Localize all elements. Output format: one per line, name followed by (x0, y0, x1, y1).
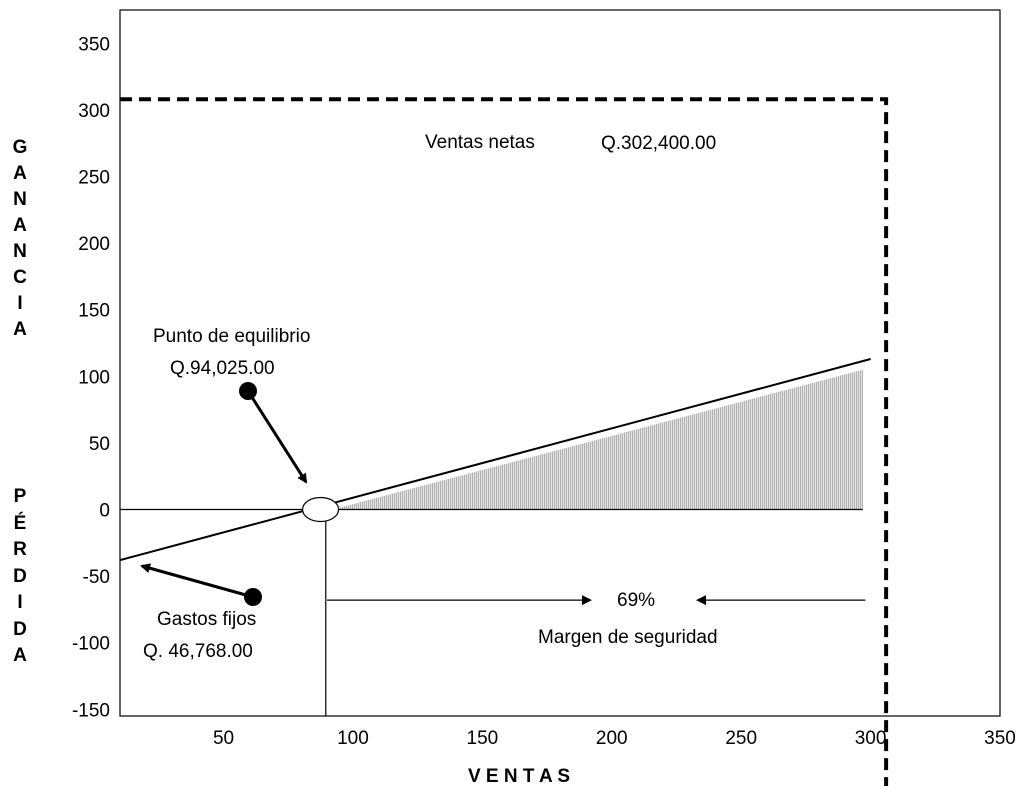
punto-equilibrio-label: Punto de equilibrio (153, 326, 310, 347)
y-tick-label: -100 (72, 634, 110, 655)
x-tick-label: 100 (337, 728, 369, 749)
punto-equilibrio-value: Q.94,025.00 (170, 358, 275, 379)
break-even-marker (301, 496, 340, 523)
x-tick-label: 350 (984, 728, 1016, 749)
y-label-letter: A (13, 215, 27, 236)
x-tick-label: 300 (855, 728, 887, 749)
chart-lines (119, 97, 889, 786)
y-label-letter: A (13, 319, 27, 340)
y-label-letter: A (13, 645, 27, 666)
margen-percent: 69% (617, 590, 655, 611)
y-tick-label: -150 (72, 700, 110, 721)
axis-ticks: 350 300 250 200 150 100 50 0 -50 -100 -150 50 100 150… (72, 34, 1016, 749)
ventas-netas-value: Q.302,400.00 (601, 133, 716, 154)
profit-line (119, 358, 871, 562)
y-label-letter: G (12, 137, 28, 158)
net-sales-dashed-line (120, 97, 889, 786)
x-tick-label: 50 (213, 728, 234, 749)
margen-label: Margen de seguridad (538, 627, 718, 648)
punto-callout-arrow (246, 390, 308, 484)
gastos-fijos-value: Q. 46,768.00 (143, 641, 253, 662)
y-tick-label: 50 (89, 434, 110, 455)
y-label-letter: É (13, 512, 27, 534)
safety-margin-shading (333, 369, 863, 510)
plot-frame (119, 9, 1001, 717)
y-tick-label: 350 (78, 34, 110, 55)
y-tick-label: 300 (78, 101, 110, 122)
y-tick-label: 150 (78, 301, 110, 322)
y-label-letter: I (17, 293, 23, 314)
ventas-netas-label: Ventas netas (425, 132, 535, 153)
y-label-letter: R (13, 539, 27, 560)
y-label-letter: N (13, 241, 27, 262)
y-tick-label: 100 (78, 367, 110, 388)
y-tick-label: 250 (78, 168, 110, 189)
y-label-letter: I (17, 592, 23, 613)
x-tick-label: 150 (467, 728, 499, 749)
gastos-fijos-label: Gastos fijos (157, 609, 256, 630)
gastos-callout-arrow (140, 563, 254, 599)
annotation-arrows (140, 382, 866, 606)
y-label-letter: D (13, 618, 27, 640)
y-label-letter: A (13, 163, 27, 184)
x-axis-label: V E N T A S (468, 766, 570, 787)
y-tick-label: 0 (99, 501, 110, 522)
x-tick-label: 200 (596, 728, 628, 749)
y-tick-label: 200 (78, 234, 110, 255)
y-label-letter: P (13, 486, 27, 507)
y-tick-label: -50 (83, 567, 110, 588)
y-label-letter: C (13, 267, 27, 288)
x-tick-label: 250 (725, 728, 757, 749)
y-label-letter: N (13, 189, 27, 210)
y-label-letter: D (13, 565, 27, 587)
